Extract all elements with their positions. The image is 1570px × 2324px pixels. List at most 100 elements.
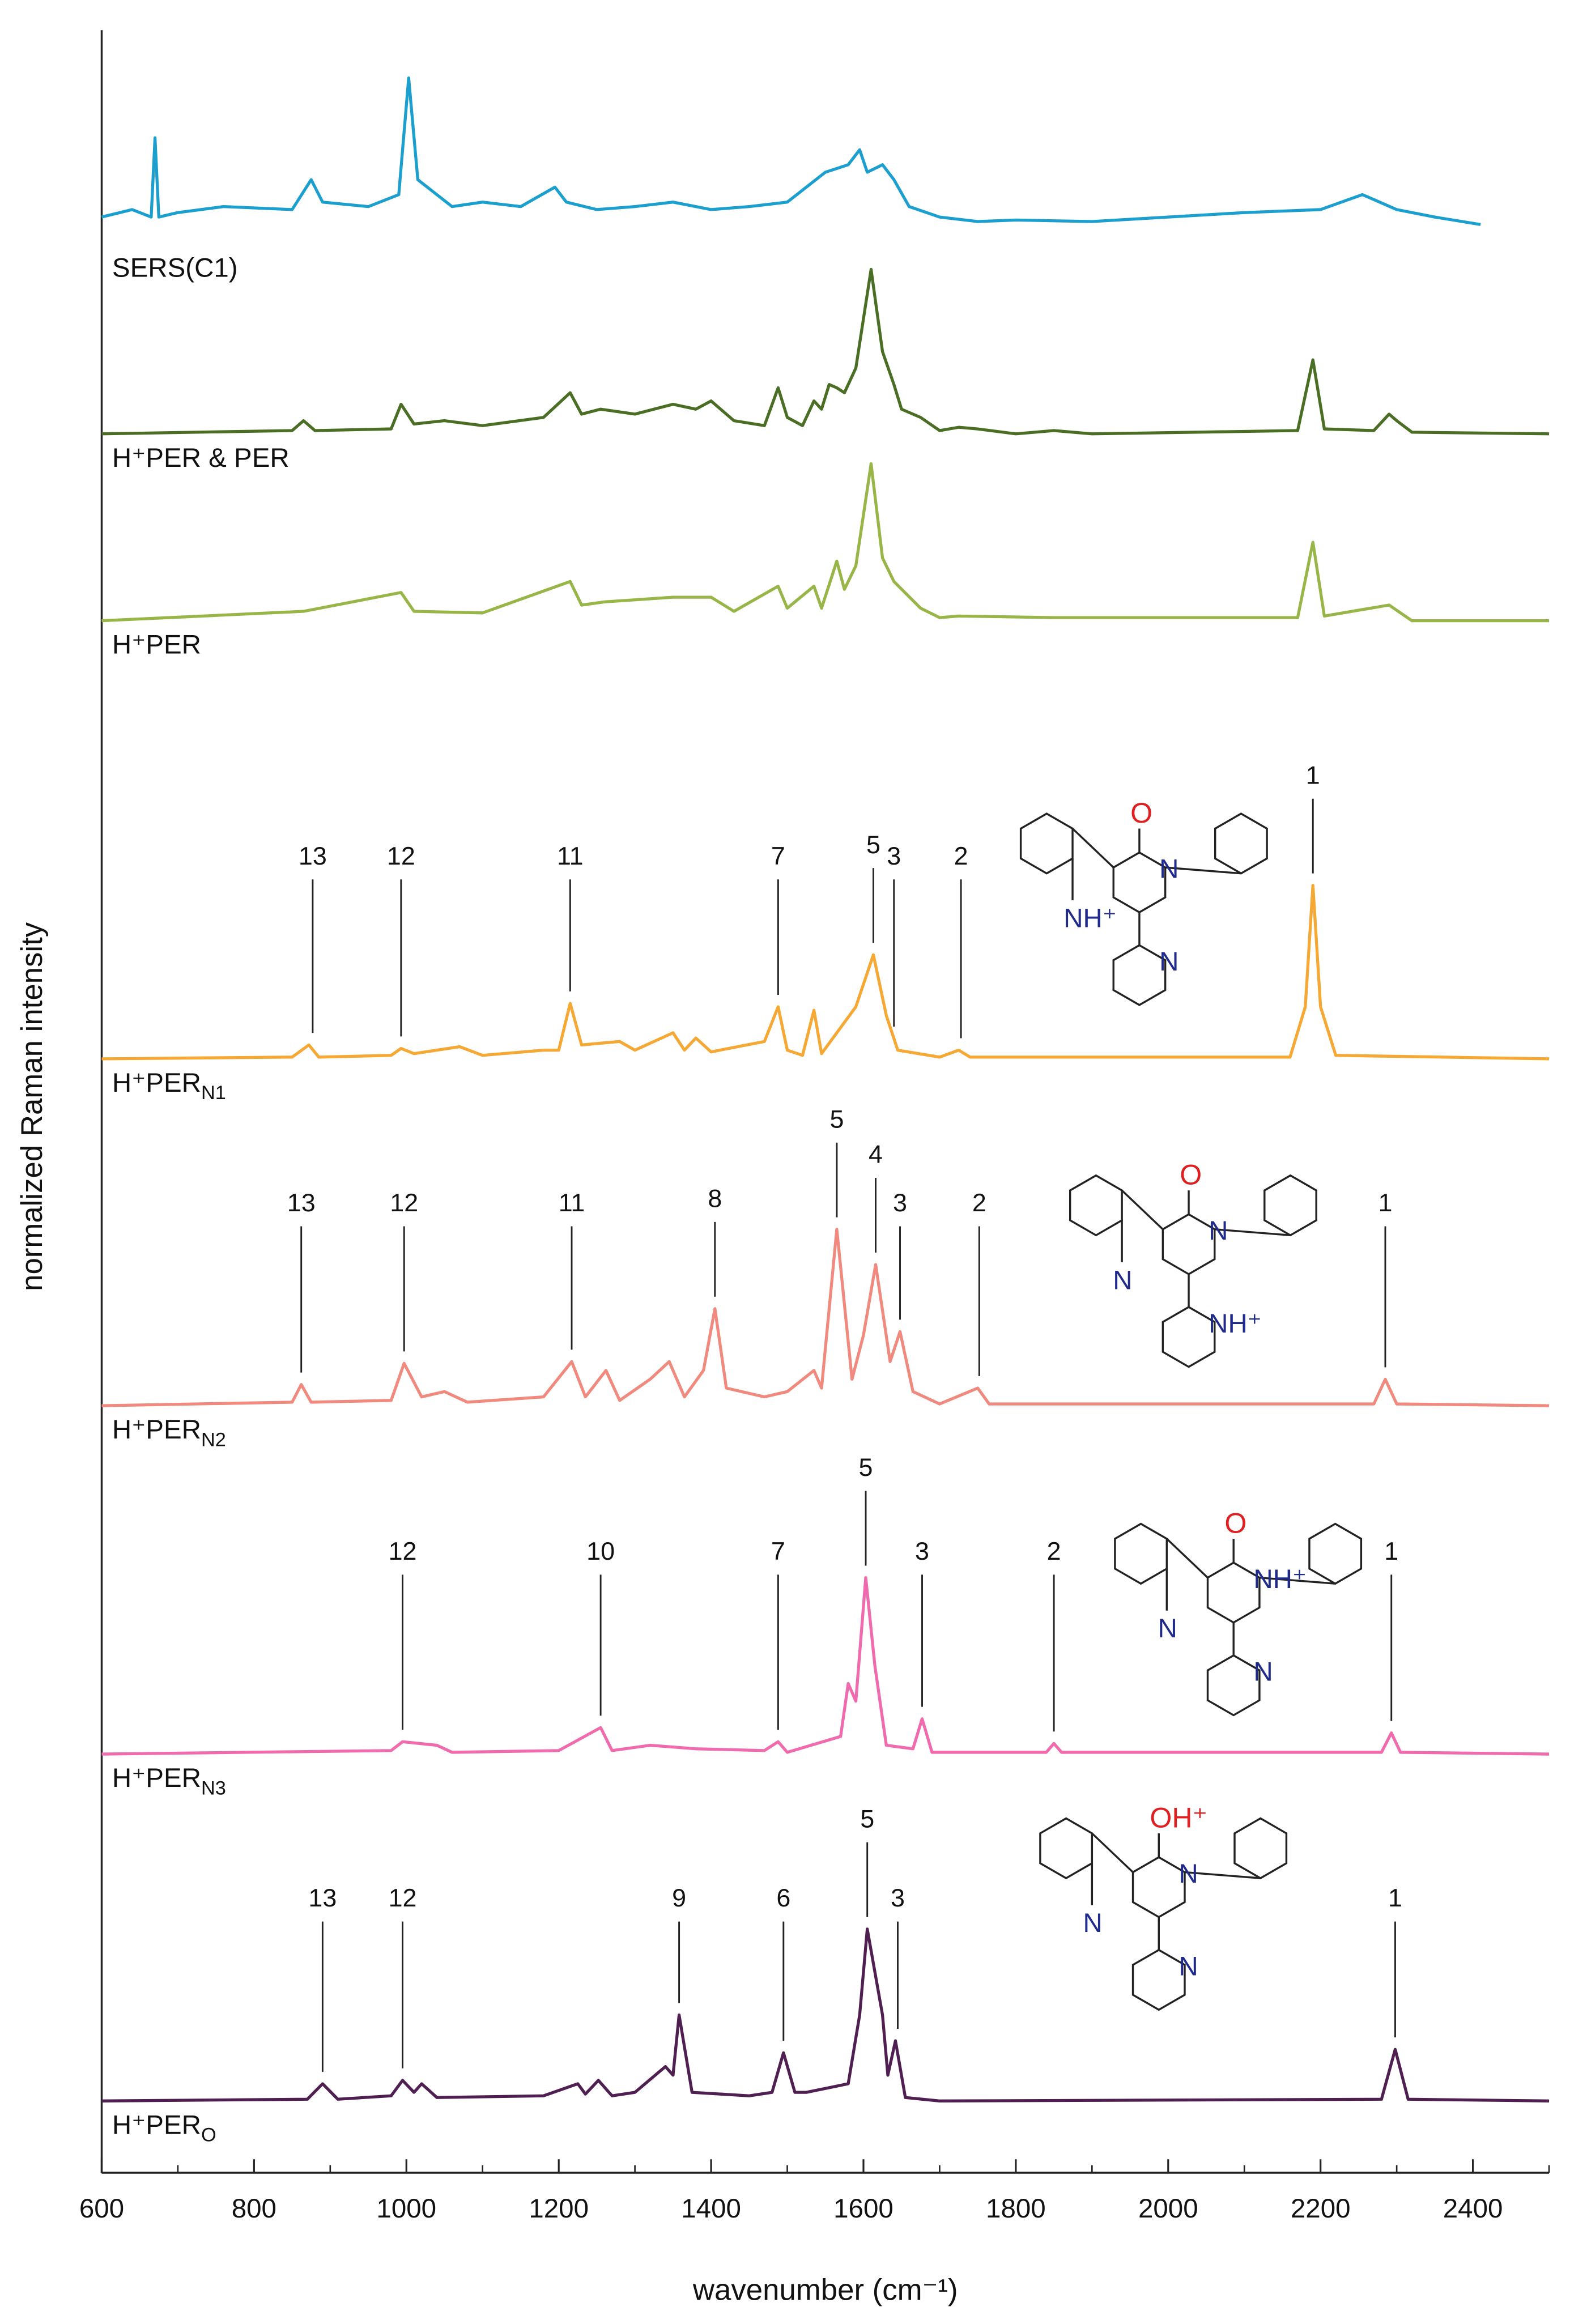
series-name: H⁺PER & PER: [112, 443, 290, 473]
x-tick-label: 1800: [986, 2194, 1046, 2224]
benzene-ring: [1069, 1174, 1123, 1237]
benzene-ring: [1114, 1522, 1168, 1585]
pyridone-ring: [1206, 1561, 1261, 1624]
series-label: H⁺PERN1: [112, 1068, 226, 1104]
pyridine-ring: [1206, 1654, 1261, 1717]
series-subscript: N2: [201, 1429, 226, 1450]
pyridine-ring: [1161, 1306, 1216, 1368]
peak-label: 2: [954, 841, 968, 870]
peak-label: 1: [1388, 1883, 1402, 1912]
nitrile-n-label: N: [1158, 1614, 1177, 1644]
peak-label: 11: [559, 1188, 585, 1217]
bond: [1091, 1832, 1134, 1873]
x-tick-label: 1600: [833, 2194, 894, 2224]
molecule: OH⁺ N N N: [1039, 1802, 1288, 2011]
peak-label: 5: [866, 830, 880, 859]
oxygen-label: OH⁺: [1150, 1802, 1207, 1833]
phenyl-ring: [1233, 1817, 1288, 1880]
oxygen-label: O: [1180, 1159, 1202, 1191]
x-tick-label: 1200: [529, 2194, 589, 2224]
series-label: H⁺PER: [112, 630, 201, 660]
x-tick-label: 2200: [1291, 2194, 1351, 2224]
pyridone-ring: [1112, 851, 1167, 914]
peak-label: 9: [672, 1883, 686, 1912]
nitrile-n-label: N: [1113, 1265, 1132, 1295]
peak-label: 3: [891, 1883, 905, 1912]
peak-label: 1: [1384, 1536, 1398, 1565]
spectrum-line: [101, 1927, 1550, 2102]
peak-label: 12: [387, 841, 415, 870]
spectrum-line: [101, 267, 1550, 436]
peak-label: 12: [389, 1883, 417, 1912]
nitrile-n-label: NH⁺: [1063, 904, 1117, 934]
series-name: H⁺PER: [112, 1763, 201, 1793]
x-tick-label: 1000: [376, 2194, 436, 2224]
bond: [1071, 828, 1114, 869]
peak-label: 12: [389, 1536, 417, 1565]
phenyl-ring: [1308, 1522, 1363, 1585]
peak-label: 3: [893, 1188, 907, 1217]
peak-label: 2: [1047, 1536, 1061, 1565]
series-label: H⁺PERN2: [112, 1415, 226, 1450]
x-tick-label: 2000: [1138, 2194, 1198, 2224]
oxygen-label: O: [1224, 1507, 1246, 1539]
series-label: SERS(C1): [112, 253, 238, 283]
benzene-ring: [1039, 1817, 1094, 1880]
nitrile-n-label: N: [1083, 1908, 1103, 1938]
pyridine-n-label: NH⁺: [1209, 1309, 1262, 1339]
peak-label: 5: [859, 1453, 873, 1482]
molecule: ONH⁺ N N: [1114, 1507, 1363, 1717]
spectrum-line: [101, 1576, 1550, 1756]
series-subscript: N1: [201, 1082, 226, 1104]
peak-label: 1: [1378, 1188, 1393, 1217]
bond: [1121, 1189, 1164, 1231]
pyridine-n-label: N: [1159, 947, 1178, 977]
x-axis-title: wavenumber (cm⁻¹): [692, 2273, 958, 2306]
peak-label: 3: [887, 841, 901, 870]
x-tick-label: 600: [79, 2194, 124, 2224]
peak-label: 2: [972, 1188, 986, 1217]
amide-n-label: NH⁺: [1253, 1564, 1307, 1594]
series-name: H⁺PER: [112, 1415, 201, 1445]
peak-label: 5: [860, 1804, 874, 1833]
x-tick-label: 2400: [1443, 2194, 1503, 2224]
pyridine-n-label: N: [1178, 1952, 1198, 1982]
amide-n-label: N: [1178, 1859, 1198, 1889]
spectrum-line: [101, 884, 1550, 1061]
peak-label: 4: [869, 1140, 883, 1169]
spectrum-line: [101, 462, 1550, 623]
peak-label: 1: [1306, 760, 1320, 789]
bond: [1184, 1871, 1261, 1879]
peak-label: 10: [586, 1536, 615, 1565]
phenyl-ring: [1214, 812, 1268, 875]
series-label: H⁺PER & PER: [112, 443, 290, 473]
bond: [1166, 1538, 1209, 1578]
peak-label: 3: [915, 1536, 929, 1565]
pyridone-ring: [1161, 1213, 1216, 1275]
peak-label: 7: [771, 1536, 785, 1565]
series-name: H⁺PER: [112, 630, 201, 660]
spectrum-line: [101, 1228, 1550, 1407]
series-name: SERS(C1): [112, 253, 238, 283]
series-name: H⁺PER: [112, 2110, 201, 2140]
y-axis-title: normalized Raman intensity: [15, 922, 49, 1291]
benzene-ring: [1019, 812, 1074, 875]
pyridine-ring: [1131, 1948, 1186, 2011]
peak-label: 13: [308, 1883, 337, 1912]
peak-label: 8: [708, 1184, 722, 1212]
peak-label: 11: [557, 841, 584, 870]
pyridone-ring: [1131, 1856, 1186, 1918]
pyridine-n-label: N: [1253, 1657, 1273, 1687]
oxygen-label: O: [1130, 797, 1152, 829]
spectrum-line: [101, 76, 1481, 226]
bond: [1214, 1228, 1291, 1237]
series-subscript: O: [201, 2125, 216, 2146]
series-name: H⁺PER: [112, 1068, 201, 1098]
x-tick-label: 1400: [681, 2194, 741, 2224]
phenyl-ring: [1263, 1174, 1317, 1237]
series-label: H⁺PERO: [112, 2110, 216, 2146]
amide-n-label: N: [1209, 1216, 1228, 1246]
